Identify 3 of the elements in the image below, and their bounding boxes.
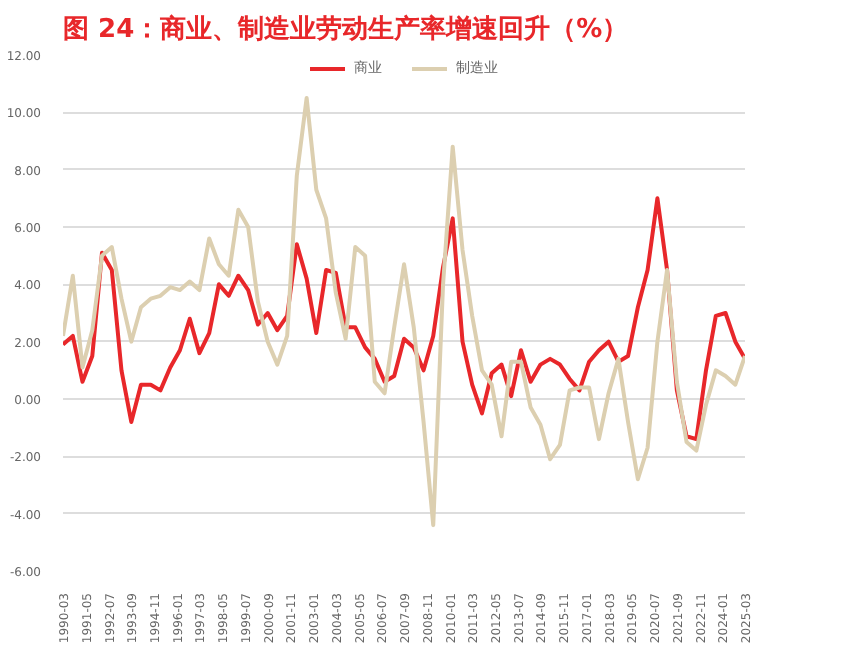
chart-title: 图 24：商业、制造业劳动生产率增速回升（%） — [63, 13, 629, 45]
line-series — [63, 196, 745, 442]
line-series — [63, 96, 745, 528]
